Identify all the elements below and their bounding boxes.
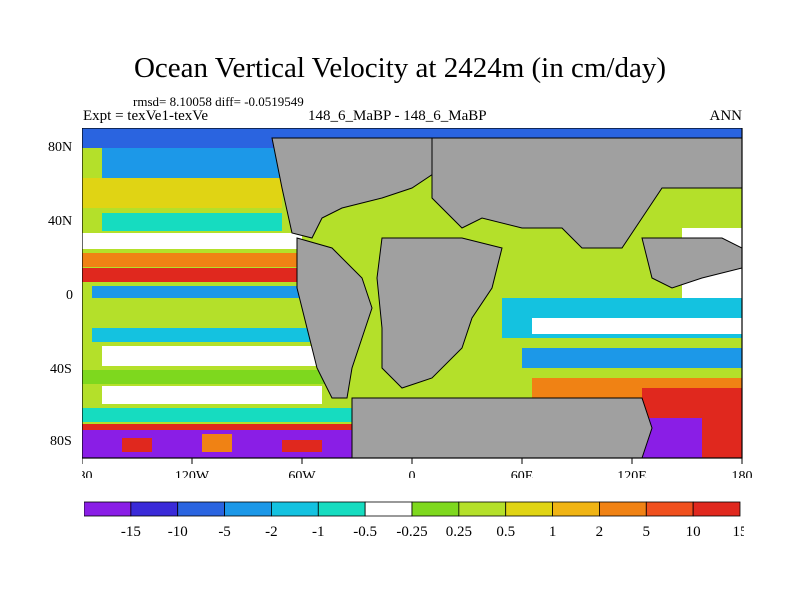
land-masses: [271, 137, 743, 459]
colorbar: -15 -10 -5 -2 -1 -0.5 -0.25 0.25 0.5 1 2 5 10 15: [84, 501, 745, 540]
x-tick-label: 180: [732, 469, 753, 478]
colorbar-label: 1: [549, 524, 557, 540]
y-tick-label: 0: [66, 288, 73, 303]
season-label: ANN: [709, 108, 743, 124]
x-tick-label: 120E: [617, 469, 647, 478]
x-tick-label: 0: [409, 469, 416, 478]
y-tick-label: 80S: [50, 434, 72, 449]
colorbar-swatch: [224, 501, 272, 517]
land-antarctica: [351, 397, 653, 459]
colorbar-label: -0.5: [353, 524, 377, 540]
colorbar-label: -10: [168, 524, 188, 540]
land-australia: [641, 237, 743, 289]
colorbar-swatch: [84, 501, 132, 517]
x-tick-label: 60E: [511, 469, 534, 478]
colorbar-swatch: [177, 501, 225, 517]
colorbar-label: 2: [596, 524, 604, 540]
x-tick-label: 120W: [175, 469, 210, 478]
colorbar-label: 0.5: [496, 524, 515, 540]
y-tick-label: 40N: [48, 214, 73, 229]
land-africa: [376, 237, 503, 389]
colorbar-swatch: [599, 501, 647, 517]
colorbar-swatch: [645, 501, 694, 517]
page-title: Ocean Vertical Velocity at 2424m (in cm/…: [133, 52, 667, 84]
map-plot: 180 120W 60W 0 60E 120E 180: [82, 128, 752, 478]
colorbar-label: 5: [643, 524, 651, 540]
colorbar-swatch: [317, 501, 366, 517]
colorbar-label: -1: [312, 524, 325, 540]
land-south-america: [296, 237, 373, 399]
colorbar-swatch: [130, 501, 179, 517]
case-label: 148_6_MaBP - 148_6_MaBP: [308, 108, 487, 124]
experiment-label: Expt = texVe1-texVe: [83, 108, 209, 124]
colorbar-swatch: [505, 501, 553, 517]
colorbar-label: -2: [265, 524, 278, 540]
x-tick-label: 180: [82, 469, 93, 478]
colorbar-swatch: [458, 501, 507, 517]
colorbar-label: 0.25: [446, 524, 472, 540]
colorbar-swatch: [411, 501, 460, 517]
colorbar-swatch: [271, 501, 319, 517]
stats-label: rmsd= 8.10058 diff= -0.0519549: [133, 94, 304, 109]
colorbar-label: 15: [733, 524, 745, 540]
colorbar-swatch: [692, 501, 741, 517]
y-tick-label: 40S: [50, 362, 72, 377]
colorbar-label: 10: [686, 524, 701, 540]
colorbar-label: -5: [218, 524, 231, 540]
colorbar-swatch: [552, 501, 600, 517]
colorbar-swatch: [364, 501, 413, 517]
colorbar-label: -15: [121, 524, 141, 540]
x-axis: 180 120W 60W 0 60E 120E 180: [82, 458, 752, 478]
x-tick-label: 60W: [288, 469, 316, 478]
colorbar-label: -0.25: [396, 524, 427, 540]
y-tick-label: 80N: [48, 140, 73, 155]
